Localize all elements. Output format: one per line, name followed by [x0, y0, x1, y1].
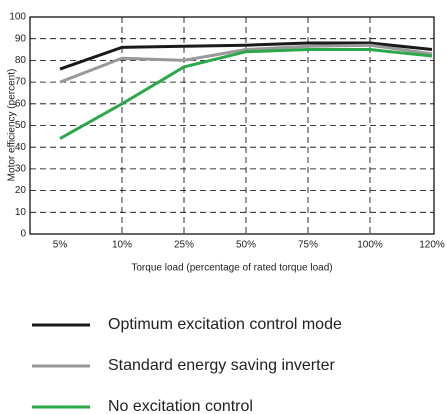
y-tick-label: 80 — [15, 55, 27, 66]
y-axis-label: Motor efficiency (percent) — [7, 69, 18, 182]
legend-label: Optimum excitation control mode — [108, 316, 342, 333]
x-axis-label: Torque load (percentage of rated torque … — [131, 263, 332, 274]
y-tick-label: 50 — [15, 120, 27, 131]
x-tick-label: 25% — [174, 240, 194, 251]
y-tick-label: 10 — [15, 207, 27, 218]
x-tick-label: 100% — [357, 240, 383, 251]
legend-label: Standard energy saving inverter — [108, 357, 335, 374]
x-tick-label: 10% — [112, 240, 132, 251]
x-tick-label: 75% — [298, 240, 318, 251]
y-tick-label: 100 — [9, 12, 26, 23]
y-tick-label: 30 — [15, 164, 27, 175]
y-tick-label: 90 — [15, 33, 27, 44]
x-tick-label: 50% — [236, 240, 256, 251]
x-tick-label: 120% — [419, 240, 445, 251]
plot-frame — [29, 16, 435, 235]
y-tick-label: 40 — [15, 142, 27, 153]
line-series — [59, 48, 433, 140]
y-tick-label: 60 — [15, 98, 27, 109]
y-tick-label: 70 — [15, 77, 27, 88]
y-tick-label: 20 — [15, 185, 27, 196]
y-tick-label: 0 — [20, 229, 26, 240]
line-series — [59, 43, 433, 84]
legend-label: No excitation control — [108, 398, 253, 414]
x-tick-label: 5% — [53, 240, 68, 251]
line-series — [59, 41, 433, 71]
